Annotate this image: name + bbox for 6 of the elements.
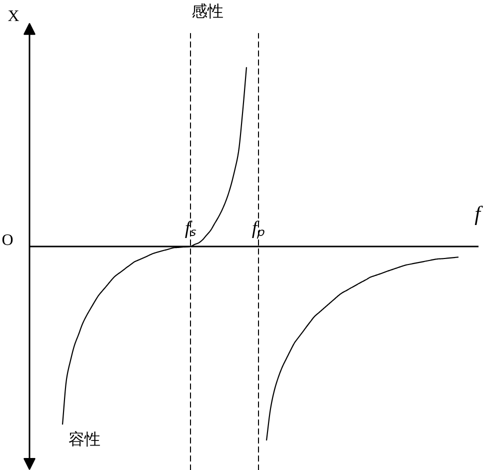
annotation: 容性 [68,430,100,449]
x-tick-label: fₛ [184,218,198,239]
y-axis-title: X [8,8,20,25]
text: O [2,232,14,249]
x-axis-title: f [474,201,484,226]
text: 感性 [192,2,224,20]
